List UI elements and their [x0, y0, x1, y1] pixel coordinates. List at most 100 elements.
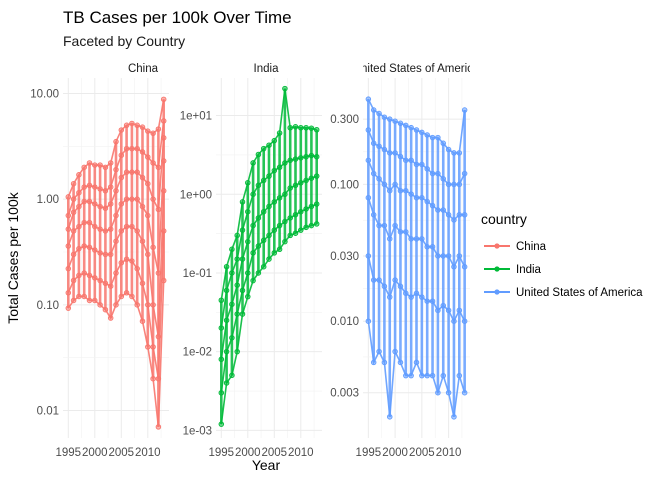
data-point	[403, 290, 409, 297]
data-point	[160, 135, 167, 141]
data-point	[429, 244, 436, 250]
data-point	[387, 414, 393, 420]
data-point	[160, 228, 167, 234]
data-point	[282, 238, 288, 245]
data-point	[282, 191, 288, 198]
data-point	[376, 222, 382, 229]
strip-label: China	[128, 63, 159, 75]
data-point	[223, 263, 230, 270]
data-point	[134, 122, 140, 129]
data-point	[107, 251, 114, 258]
x-tick-label: 2000	[82, 447, 108, 459]
data-point	[76, 189, 82, 196]
data-point	[445, 389, 452, 396]
data-point	[266, 203, 272, 210]
y-tick-label: 0.030	[330, 251, 359, 263]
data-point	[145, 154, 151, 160]
data-point	[218, 356, 225, 363]
data-point	[313, 153, 320, 160]
data-point	[429, 372, 436, 379]
strip-label: United States of America	[353, 63, 480, 75]
data-point	[387, 187, 393, 194]
data-point	[370, 170, 377, 177]
data-point	[419, 236, 425, 242]
data-point	[403, 122, 409, 129]
data-point	[419, 294, 425, 300]
data-point	[313, 173, 320, 179]
data-point	[424, 198, 430, 205]
data-point	[129, 169, 135, 175]
data-point	[303, 177, 309, 184]
data-point	[435, 170, 441, 177]
legend-label: India	[516, 264, 542, 276]
data-point	[298, 124, 304, 131]
data-point	[150, 302, 156, 308]
data-point	[229, 301, 235, 308]
data-point	[92, 297, 98, 304]
data-point	[440, 176, 447, 182]
data-point	[456, 181, 463, 188]
data-point	[70, 209, 77, 216]
legend-label: China	[516, 241, 547, 253]
data-point	[145, 302, 151, 308]
data-point	[298, 180, 304, 186]
data-point	[287, 215, 293, 221]
data-point	[150, 196, 156, 202]
data-point	[239, 287, 246, 294]
data-point	[134, 169, 140, 175]
x-tick-label: 2000	[382, 447, 408, 459]
strip-label: India	[254, 63, 280, 75]
data-point	[239, 256, 246, 262]
data-point	[255, 182, 262, 189]
data-point	[292, 230, 299, 236]
data-point	[408, 157, 414, 164]
data-point	[234, 311, 240, 317]
data-point	[413, 161, 420, 168]
data-point	[461, 170, 468, 177]
data-point	[250, 277, 256, 284]
x-tick-label: 1995	[56, 447, 82, 459]
data-point	[298, 208, 304, 215]
data-point	[408, 124, 414, 131]
y-tick-label: 0.10	[37, 300, 59, 312]
data-point	[239, 227, 246, 233]
data-point	[229, 246, 235, 253]
data-point	[155, 333, 162, 340]
data-point	[413, 359, 420, 366]
legend-key-point	[494, 289, 500, 295]
data-point	[113, 166, 119, 173]
data-point	[413, 236, 420, 242]
data-point	[145, 251, 151, 258]
data-point	[139, 280, 146, 287]
data-point	[102, 164, 109, 171]
data-point	[303, 206, 309, 212]
data-point	[392, 118, 398, 124]
y-tick-label: 1e+00	[180, 189, 212, 201]
data-point	[292, 156, 299, 162]
data-point	[76, 272, 82, 279]
data-point	[234, 232, 240, 239]
data-point	[376, 277, 382, 283]
y-tick-label: 0.300	[330, 114, 359, 126]
data-point	[435, 307, 441, 314]
data-point	[92, 223, 98, 230]
data-point	[429, 134, 436, 141]
panel-2: 1e-03 1e-02 1e-01 1e+00 1e+01 1995 2000 2005 201…	[180, 63, 322, 459]
data-point	[403, 157, 409, 164]
data-point	[107, 201, 114, 207]
data-point	[118, 127, 125, 133]
data-point	[413, 290, 420, 297]
data-point	[234, 282, 240, 288]
data-point	[381, 146, 388, 153]
data-point	[70, 228, 77, 234]
data-point	[271, 250, 278, 256]
data-point	[86, 160, 93, 166]
data-point	[255, 243, 262, 249]
data-point	[260, 263, 267, 270]
data-point	[97, 162, 103, 168]
data-point	[118, 174, 125, 181]
data-point	[65, 305, 72, 311]
data-point	[92, 162, 98, 168]
data-point	[408, 372, 414, 379]
data-point	[456, 372, 463, 379]
